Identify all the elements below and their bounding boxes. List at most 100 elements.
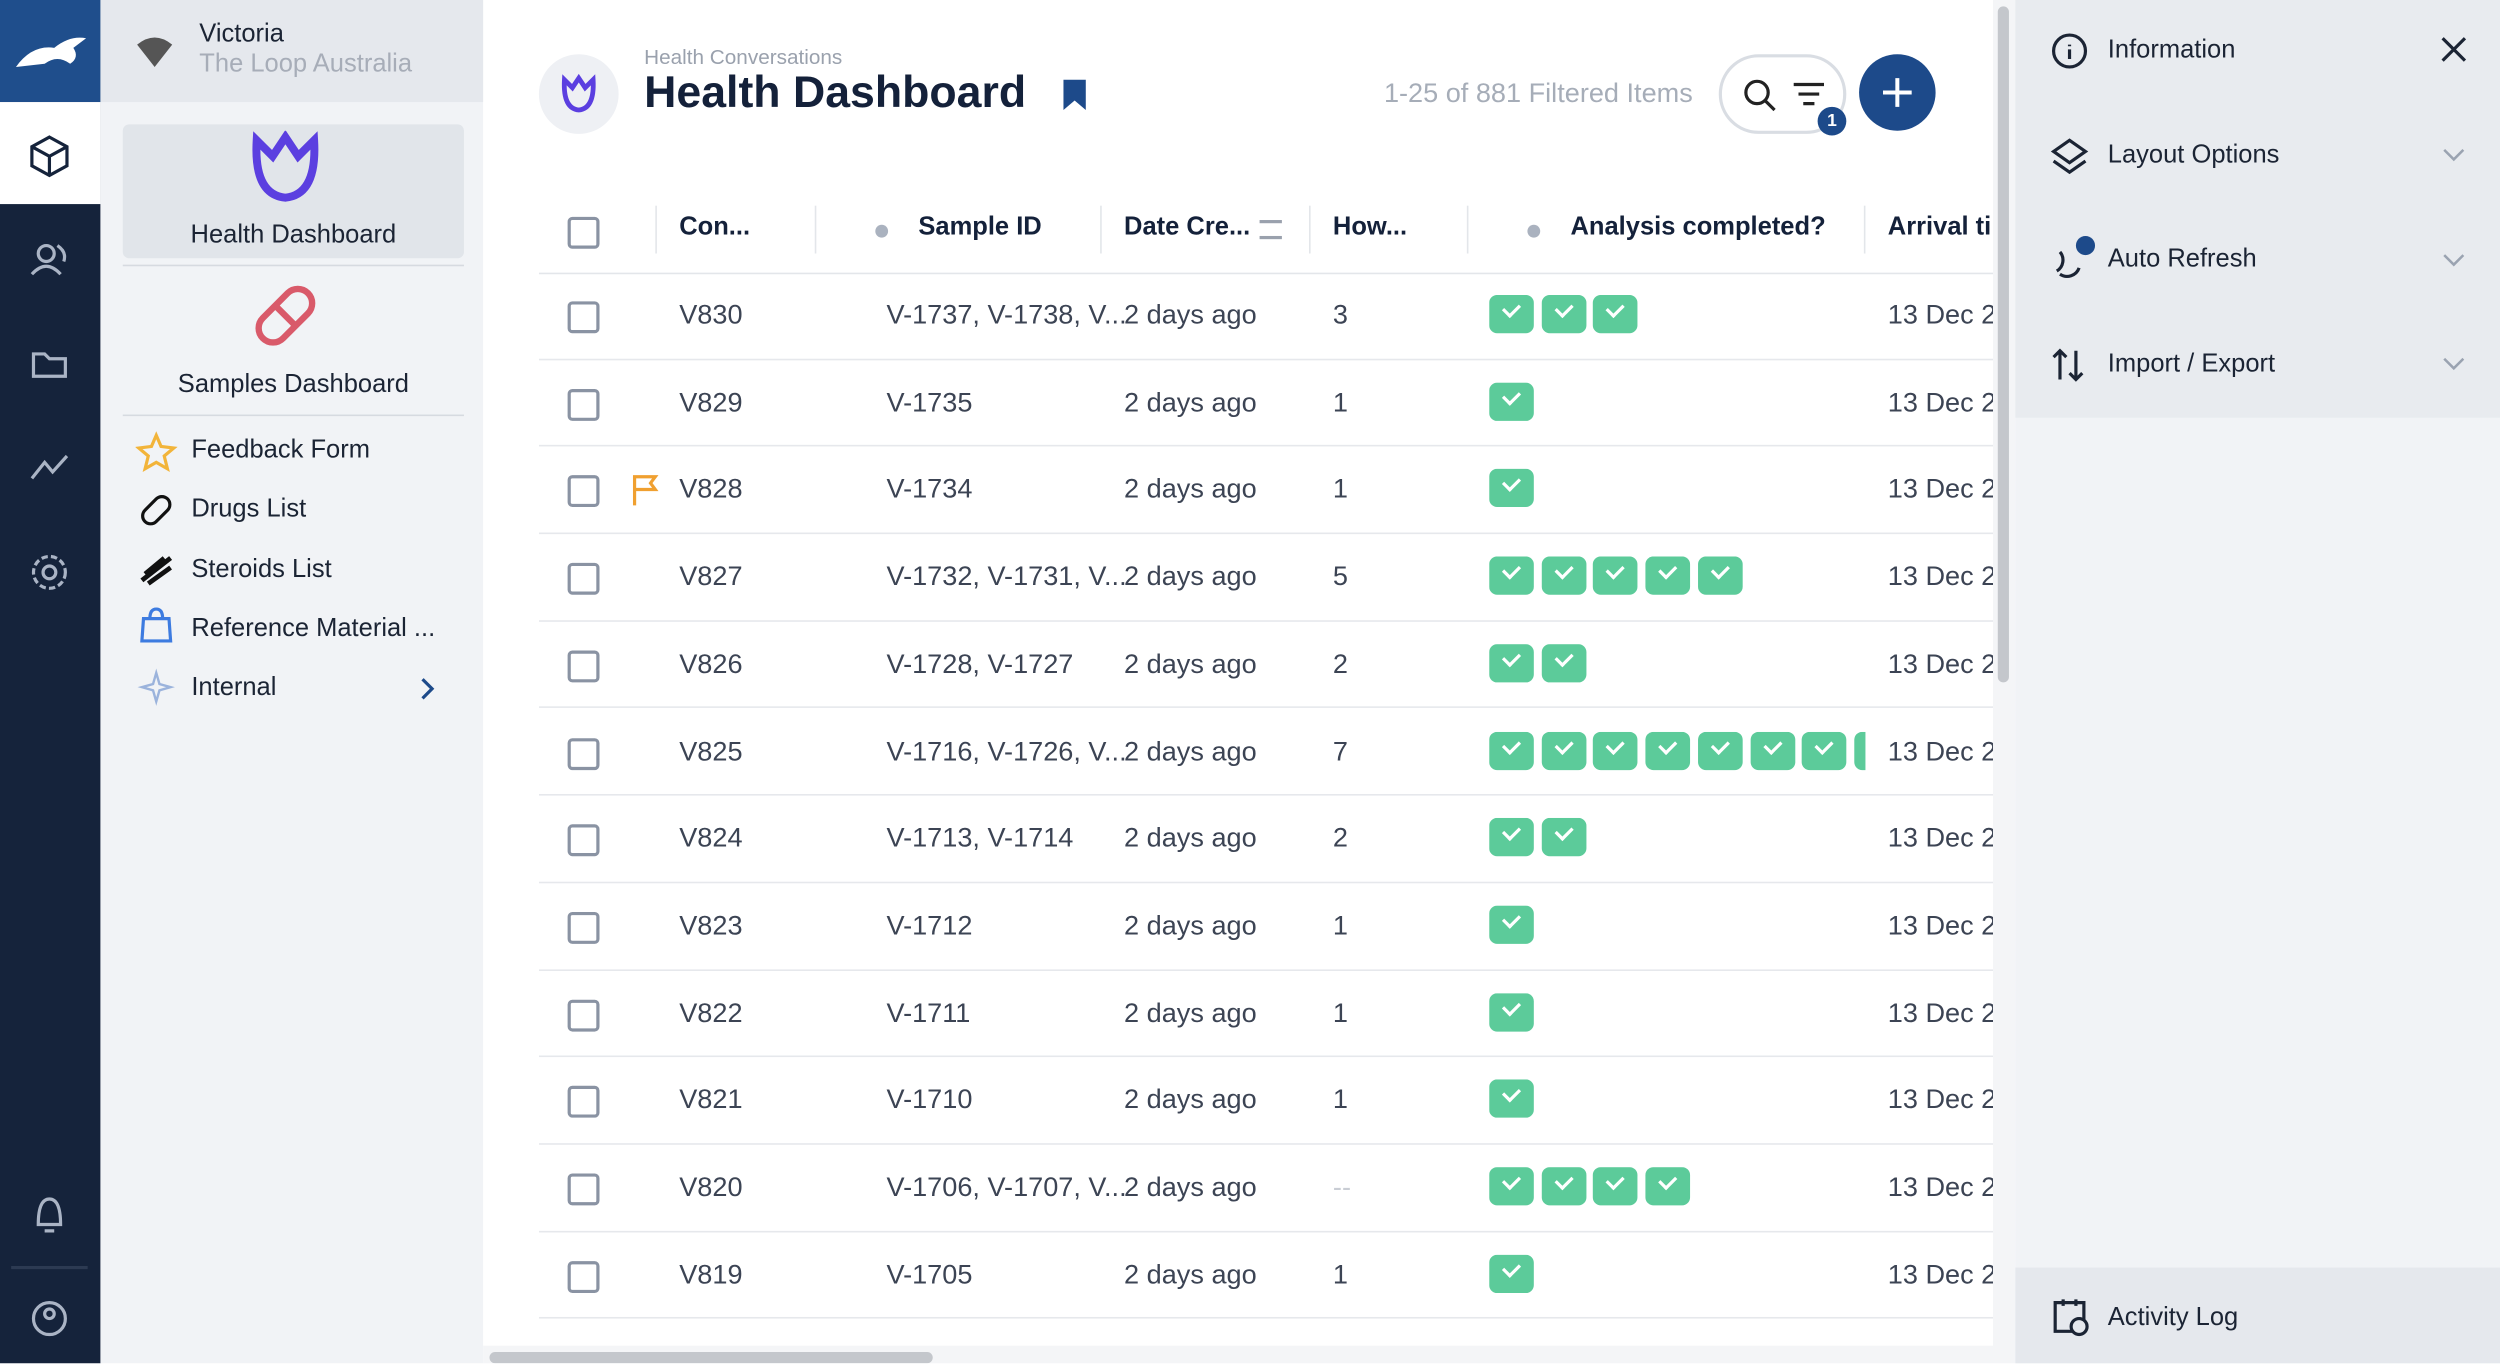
panel-item[interactable]: Import / Export bbox=[2107, 350, 2276, 378]
table-row[interactable]: V824 V-1713, V-1714 2 days ago 2 13 Dec 2 bbox=[538, 796, 1993, 884]
cell-date: 2 days ago bbox=[1124, 735, 1257, 767]
panel-item[interactable]: Auto Refresh bbox=[2107, 245, 2257, 273]
check-icon bbox=[1697, 556, 1743, 595]
cell-id: V830 bbox=[679, 299, 743, 331]
table-row[interactable]: V829 V-1735 2 days ago 1 13 Dec 2 bbox=[538, 360, 1993, 448]
sidebar-link[interactable]: Reference Material ... bbox=[191, 615, 436, 643]
cell-how: 1 bbox=[1332, 997, 1349, 1028]
cell-samples: V-1734 bbox=[886, 474, 973, 505]
sort-icon[interactable] bbox=[1259, 220, 1282, 240]
cell-samples: V-1713, V-1714 bbox=[886, 823, 1074, 854]
activity-log[interactable]: Activity Log bbox=[2015, 1267, 2500, 1364]
column-header[interactable]: Arrival ti bbox=[1887, 213, 1992, 241]
chevron[interactable] bbox=[415, 674, 441, 703]
org-name: The Loop Australia bbox=[199, 51, 413, 79]
cell-id: V822 bbox=[679, 997, 743, 1028]
select-all[interactable] bbox=[567, 216, 600, 249]
panel-icons bbox=[2050, 33, 2096, 382]
cell-how: 3 bbox=[1332, 299, 1349, 331]
sidebar-link[interactable]: Steroids List bbox=[191, 555, 332, 583]
v-thumb[interactable] bbox=[1997, 6, 2009, 683]
row-checkbox[interactable] bbox=[567, 388, 600, 421]
flag[interactable] bbox=[630, 474, 662, 509]
column-separator bbox=[1863, 205, 1866, 254]
check-icon bbox=[1489, 1079, 1534, 1119]
table-row[interactable]: V821 V-1710 2 days ago 1 13 Dec 2 bbox=[538, 1058, 1993, 1145]
wifi-icon bbox=[137, 37, 173, 67]
row-checkbox[interactable] bbox=[567, 824, 600, 857]
column-separator bbox=[1100, 205, 1102, 254]
table-row[interactable]: V819 V-1705 2 days ago 1 13 Dec 2 bbox=[538, 1232, 1993, 1320]
column-separator bbox=[1309, 205, 1311, 254]
check-icon bbox=[1645, 731, 1691, 770]
cell-arrival: 13 Dec 2 bbox=[1887, 561, 1993, 592]
h-thumb[interactable] bbox=[489, 1352, 933, 1364]
row-checkbox[interactable] bbox=[567, 475, 600, 508]
column-header[interactable]: Analysis completed? bbox=[1570, 213, 1826, 241]
cell-arrival: 13 Dec 2 bbox=[1887, 648, 1993, 679]
check-icon bbox=[1593, 1167, 1639, 1206]
table-row[interactable]: V820 V-1706, V-1707, V... 2 days ago -- 13 D… bbox=[538, 1145, 1993, 1232]
row-checkbox[interactable] bbox=[567, 1260, 600, 1293]
row-checkbox[interactable] bbox=[567, 999, 600, 1031]
logo-icon bbox=[15, 37, 87, 67]
sidebar-link[interactable]: Feedback Form bbox=[191, 436, 370, 464]
cell-how: 2 bbox=[1332, 648, 1349, 679]
column-header[interactable]: Date Cre... bbox=[1124, 213, 1251, 241]
check-icon bbox=[1593, 556, 1639, 595]
table-row[interactable]: V822 V-1711 2 days ago 1 13 Dec 2 bbox=[538, 970, 1993, 1058]
column-header[interactable]: Con... bbox=[679, 213, 751, 241]
cell-id: V819 bbox=[679, 1259, 743, 1290]
table-row[interactable]: V828 V-1734 2 days ago 1 13 Dec 2 bbox=[538, 447, 1993, 535]
logo[interactable] bbox=[0, 0, 101, 103]
column-header[interactable]: Sample ID bbox=[918, 213, 1042, 241]
sidebar-header: Victoria The Loop Australia bbox=[100, 0, 484, 103]
analysis-checks bbox=[1489, 1079, 1865, 1121]
analysis-checks bbox=[1489, 556, 1865, 598]
cell-date: 2 days ago bbox=[1124, 997, 1257, 1028]
row-checkbox[interactable] bbox=[567, 562, 600, 595]
panel-item[interactable]: Information bbox=[2107, 36, 2236, 64]
cell-id: V820 bbox=[679, 1171, 743, 1203]
check-icon bbox=[1541, 818, 1586, 857]
column-separator bbox=[1466, 205, 1469, 254]
table-row[interactable]: V826 V-1728, V-1727 2 days ago 2 13 Dec 2 bbox=[538, 621, 1993, 709]
cell-how: 1 bbox=[1332, 1259, 1349, 1290]
row-checkbox[interactable] bbox=[567, 1086, 600, 1119]
row-checkbox[interactable] bbox=[567, 911, 600, 944]
row-checkbox[interactable] bbox=[567, 737, 600, 770]
panel-controls[interactable] bbox=[2436, 32, 2474, 399]
search-filter[interactable]: 1 bbox=[1718, 54, 1847, 136]
search-filter-icons bbox=[1744, 79, 1824, 112]
cell-samples: V-1732, V-1731, V... bbox=[886, 561, 1127, 592]
sidebar-link[interactable]: Drugs List bbox=[191, 496, 307, 524]
column-header[interactable]: How... bbox=[1332, 213, 1408, 241]
cell-date: 2 days ago bbox=[1124, 474, 1257, 505]
panel-item[interactable]: Layout Options bbox=[2107, 141, 2280, 169]
column-separator bbox=[655, 205, 657, 254]
page-icon bbox=[538, 54, 619, 134]
cell-how: 1 bbox=[1332, 910, 1349, 941]
nav-icons[interactable] bbox=[0, 204, 100, 1363]
check-icon bbox=[1489, 382, 1534, 421]
analysis-checks bbox=[1489, 818, 1865, 859]
bookmark[interactable] bbox=[1060, 78, 1089, 113]
check-icon bbox=[1489, 294, 1534, 334]
add-button[interactable] bbox=[1859, 54, 1936, 131]
row-checkbox[interactable] bbox=[567, 1173, 600, 1206]
cell-arrival: 13 Dec 2 bbox=[1887, 735, 1993, 767]
check-icon bbox=[1489, 731, 1534, 770]
cell-arrival: 13 Dec 2 bbox=[1887, 1084, 1993, 1115]
breadcrumb[interactable]: Health Conversations bbox=[644, 44, 843, 69]
table-row[interactable]: V825 V-1716, V-1726, V... 2 days ago 7 13 De… bbox=[538, 709, 1993, 796]
table-row[interactable]: V823 V-1712 2 days ago 1 13 Dec 2 bbox=[538, 883, 1993, 971]
nav-active[interactable] bbox=[0, 102, 101, 205]
table-row[interactable]: V830 V-1737, V-1738, V... 2 days ago 3 13 De… bbox=[538, 273, 1993, 360]
table-row[interactable]: V827 V-1732, V-1731, V... 2 days ago 5 13 De… bbox=[538, 534, 1993, 622]
cell-samples: V-1735 bbox=[886, 386, 973, 418]
sidebar-link[interactable]: Internal bbox=[191, 674, 277, 702]
row-checkbox[interactable] bbox=[567, 301, 600, 334]
row-checkbox[interactable] bbox=[567, 650, 600, 683]
tile-label[interactable]: Health Dashboard bbox=[190, 221, 397, 249]
tile-label[interactable]: Samples Dashboard bbox=[177, 371, 409, 399]
